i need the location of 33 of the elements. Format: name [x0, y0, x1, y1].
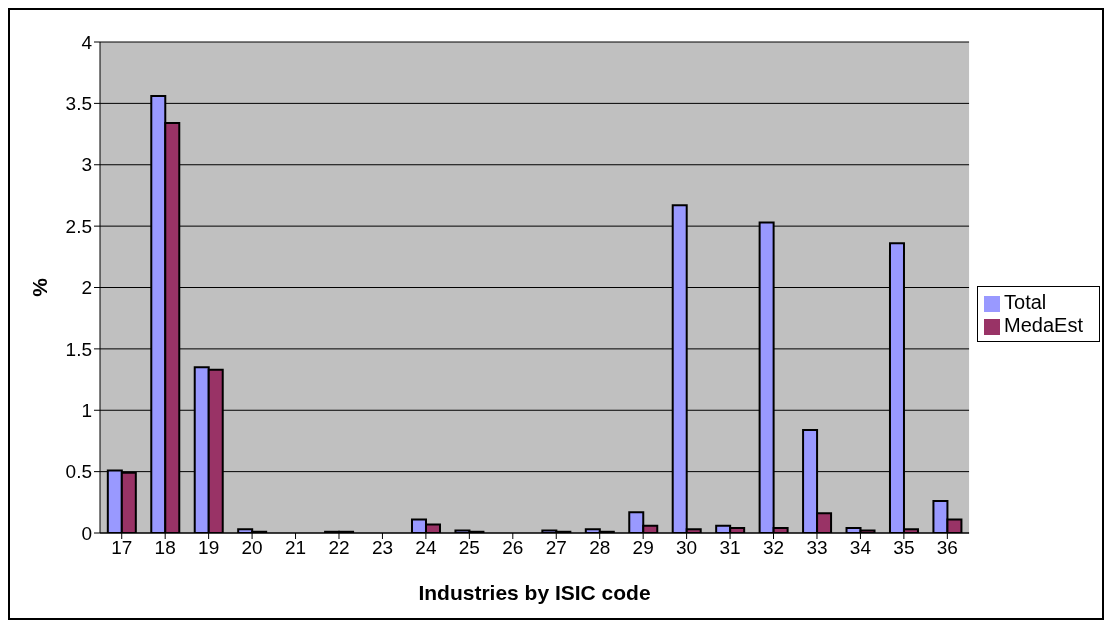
y-tick-label: 4 — [81, 31, 93, 53]
x-tick-label: 29 — [632, 537, 654, 559]
x-tick-label: 35 — [893, 537, 915, 559]
legend-label: MedaEst — [1004, 314, 1083, 336]
x-tick-label: 24 — [415, 537, 437, 559]
x-tick-label: 33 — [806, 537, 828, 559]
y-tick-label: 2.5 — [65, 215, 92, 237]
y-tick-label: 1 — [81, 399, 92, 421]
x-tick-label: 22 — [328, 537, 350, 559]
legend-label: Total — [1004, 291, 1047, 313]
y-tick-label: 3.5 — [65, 93, 92, 115]
x-tick-label: 19 — [198, 537, 220, 559]
x-tick-label: 26 — [502, 537, 524, 559]
x-tick-label: 36 — [936, 537, 958, 559]
x-tick-label: 30 — [676, 537, 698, 559]
y-axis-title: % — [28, 277, 52, 297]
x-tick-label: 23 — [371, 537, 394, 559]
x-tick-label: 18 — [154, 537, 176, 559]
y-tick-label: 0 — [81, 522, 92, 544]
x-tick-label: 20 — [241, 537, 263, 559]
x-tick-label: 25 — [458, 537, 480, 559]
x-axis-title: Industries by ISIC code — [418, 581, 651, 604]
y-tick-label: 3 — [81, 154, 92, 176]
y-tick-label: 2 — [81, 277, 92, 299]
x-tick-label: 31 — [719, 537, 741, 559]
x-tick-label: 21 — [284, 537, 307, 559]
y-tick-label: 1.5 — [65, 338, 92, 360]
y-tick-label: 0.5 — [65, 461, 92, 483]
x-tick-label: 34 — [849, 537, 872, 559]
x-tick-label: 28 — [589, 537, 611, 559]
x-tick-label: 17 — [111, 537, 133, 559]
x-tick-label: 27 — [545, 537, 567, 559]
x-tick-label: 32 — [762, 537, 785, 559]
